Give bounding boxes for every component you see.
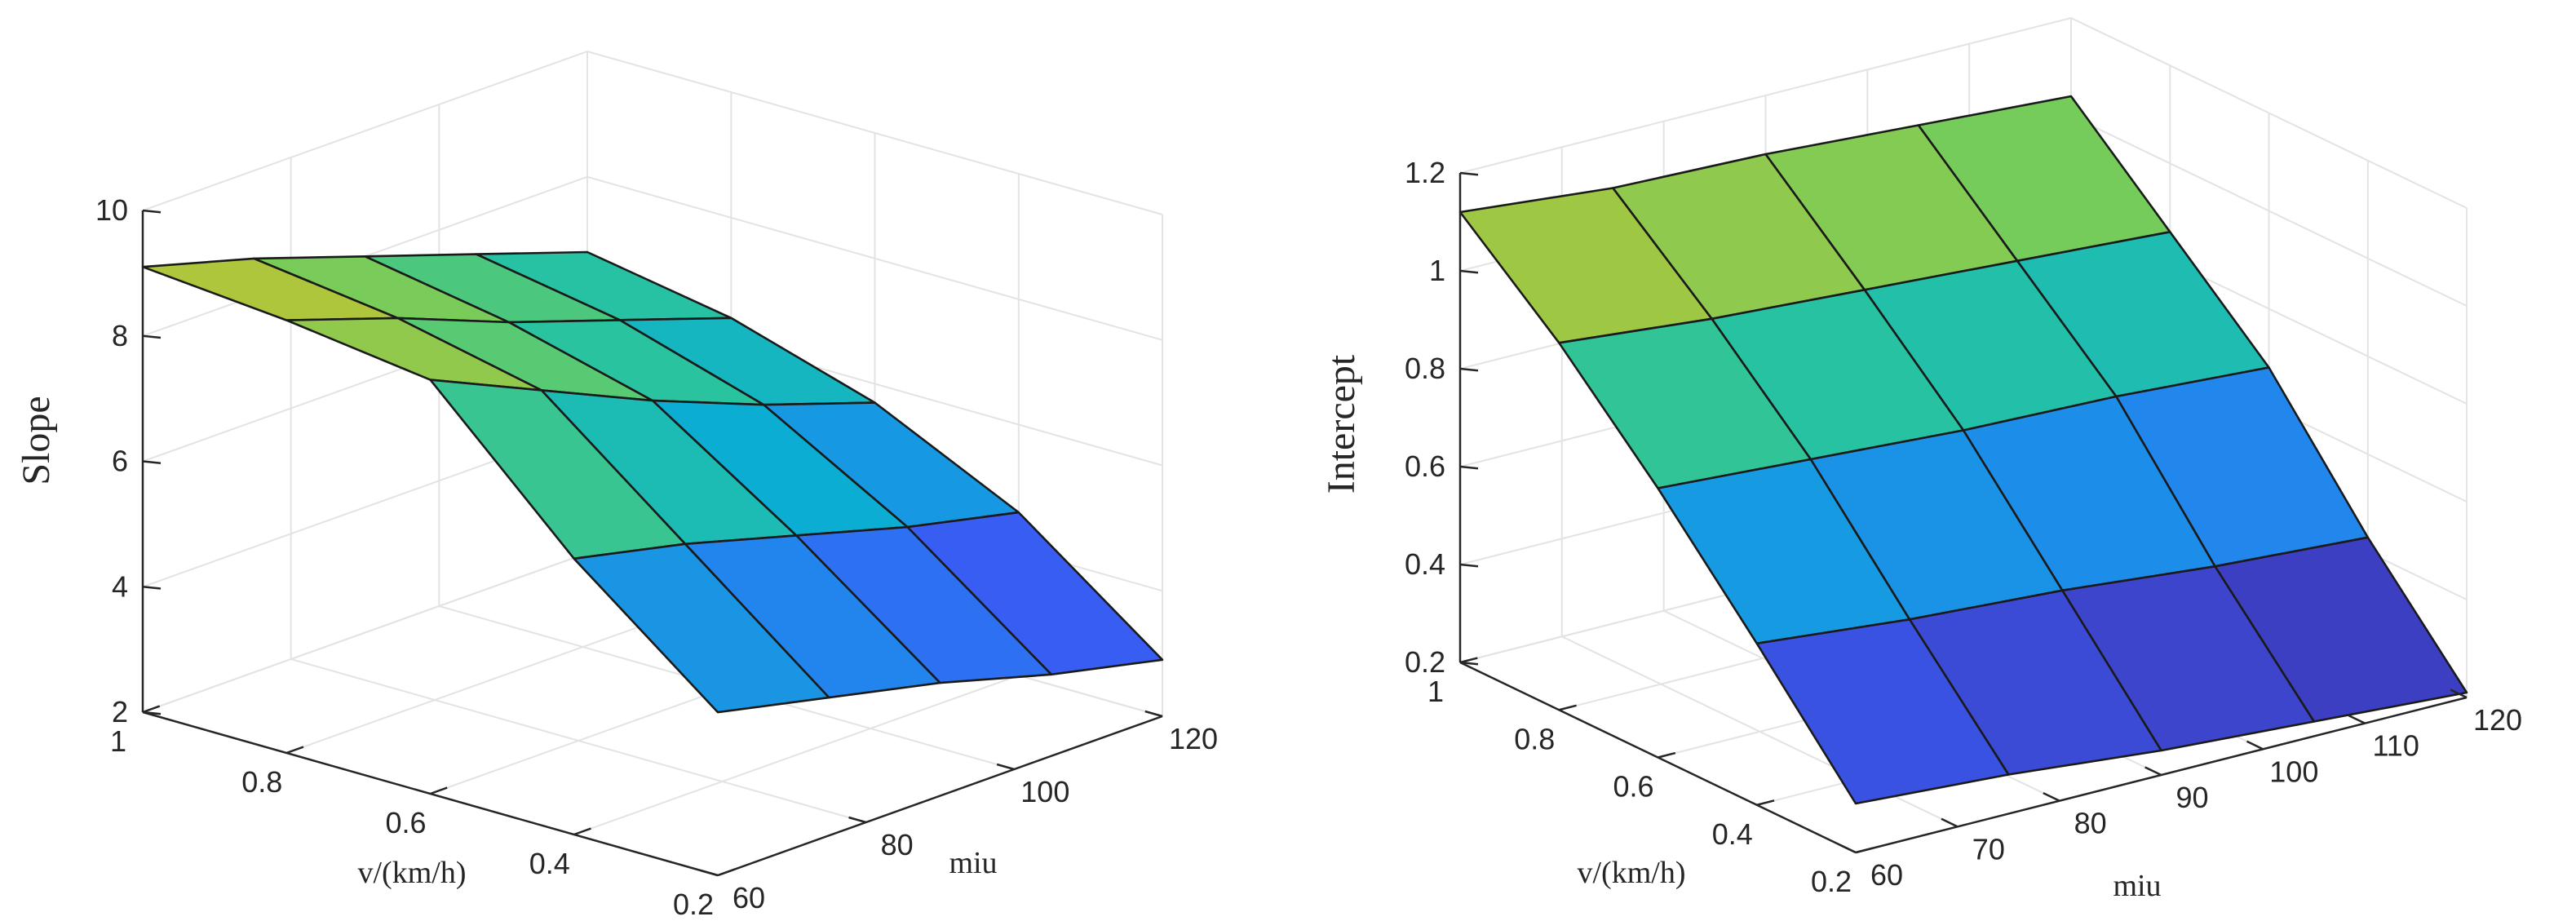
miu-tick (2144, 766, 2162, 777)
z-tick (142, 334, 162, 339)
z-tick-label: 0.6 (1405, 449, 1445, 483)
z-tick-label: 0.2 (1405, 645, 1445, 679)
v-tick-label: 0.8 (1514, 722, 1555, 755)
grid-line (142, 50, 1163, 215)
miu-tick-label: 70 (1972, 832, 2005, 866)
z-tick (142, 460, 162, 464)
miu-tick-label: 80 (2074, 807, 2107, 840)
miu-tick (1941, 817, 1959, 828)
z-tick-label: 4 (112, 569, 128, 603)
v-tick-label: 1 (1427, 675, 1444, 708)
miu-tick-label: 80 (881, 828, 914, 861)
miu-tick-label: 60 (733, 881, 765, 914)
z-tick-label: 8 (112, 319, 128, 352)
z-tick (142, 209, 162, 214)
miu-tick-label: 100 (2269, 755, 2318, 788)
v-tick-label: 0.2 (1811, 865, 1852, 898)
v-axis-label: v/(km/h) (358, 856, 467, 890)
v-tick-label: 0.8 (241, 765, 282, 799)
v-tick-label: 0.4 (529, 847, 570, 880)
z-tick (1459, 269, 1479, 274)
v-tick-label: 1 (110, 724, 126, 758)
miu-tick-label: 100 (1020, 775, 1069, 808)
axes: 2 4 6 8 10 1 0.8 0.6 0.4 0.2 60 80 100 120 (95, 193, 1218, 921)
v-tick (142, 705, 161, 714)
z-axis-label: Slope (15, 396, 58, 485)
v-tick-label: 0.2 (673, 888, 714, 921)
miu-axis-label: miu (949, 846, 997, 880)
v-tick-label: 0.4 (1712, 817, 1753, 851)
surface-patch (573, 542, 830, 714)
miu-axis-line (717, 715, 1163, 877)
intercept-surface-plot: 0.2 0.4 0.6 0.8 1 1.2 1 0.8 0.6 0.4 0.2 60 70 80 90 100… (1320, 16, 2522, 903)
v-tick (430, 786, 448, 795)
v-tick (1855, 847, 1874, 854)
v-tick (1459, 657, 1478, 664)
miu-axis-label: miu (2113, 869, 2161, 903)
miu-tick-label: 120 (1169, 722, 1218, 755)
v-tick-label: 0.6 (385, 806, 426, 839)
miu-tick (1839, 844, 1857, 854)
surface (141, 250, 1164, 714)
v-tick (717, 868, 736, 877)
surface (1458, 95, 2468, 805)
v-tick (1756, 799, 1775, 806)
z-tick (142, 586, 162, 590)
slope-surface-plot: 2 4 6 8 10 1 0.8 0.6 0.4 0.2 60 80 100 120 Slope v/(km/… (15, 50, 1218, 921)
v-tick-label: 0.6 (1613, 770, 1653, 804)
z-tick-label: 0.4 (1405, 547, 1445, 581)
z-tick (1459, 563, 1479, 568)
z-tick-label: 10 (95, 193, 128, 227)
v-axis-label: v/(km/h) (1578, 856, 1686, 890)
z-tick (1459, 661, 1479, 666)
surface-patch (1755, 618, 2010, 805)
z-tick (1459, 367, 1479, 372)
miu-tick (2348, 715, 2366, 724)
z-tick-label: 0.8 (1405, 352, 1445, 385)
v-tick (285, 746, 304, 755)
miu-tick-label: 110 (2372, 729, 2419, 763)
z-tick-label: 1 (1429, 254, 1445, 287)
miu-tick (848, 816, 867, 824)
z-tick-label: 2 (112, 695, 128, 728)
miu-tick (2450, 689, 2468, 699)
z-tick (1459, 465, 1479, 470)
miu-tick (700, 869, 719, 877)
axes: 0.2 0.4 0.6 0.8 1 1.2 1 0.8 0.6 0.4 0.2 60 70 80 90 100… (1405, 156, 2522, 898)
z-tick-label: 6 (112, 445, 128, 478)
miu-tick (996, 763, 1015, 771)
z-tick (1459, 171, 1479, 176)
miu-tick-label: 60 (1870, 858, 1903, 892)
v-tick (1558, 704, 1577, 711)
miu-tick-label: 120 (2473, 703, 2522, 737)
v-tick (1658, 751, 1676, 759)
v-tick (573, 827, 591, 836)
miu-tick (2043, 792, 2060, 802)
miu-tick (2246, 740, 2264, 751)
grid-line (1459, 16, 2468, 209)
z-axis-label: Intercept (1320, 354, 1363, 494)
miu-tick-label: 90 (2175, 781, 2208, 814)
z-tick-label: 1.2 (1405, 156, 1445, 189)
miu-tick (1144, 710, 1163, 718)
z-tick (142, 711, 162, 715)
